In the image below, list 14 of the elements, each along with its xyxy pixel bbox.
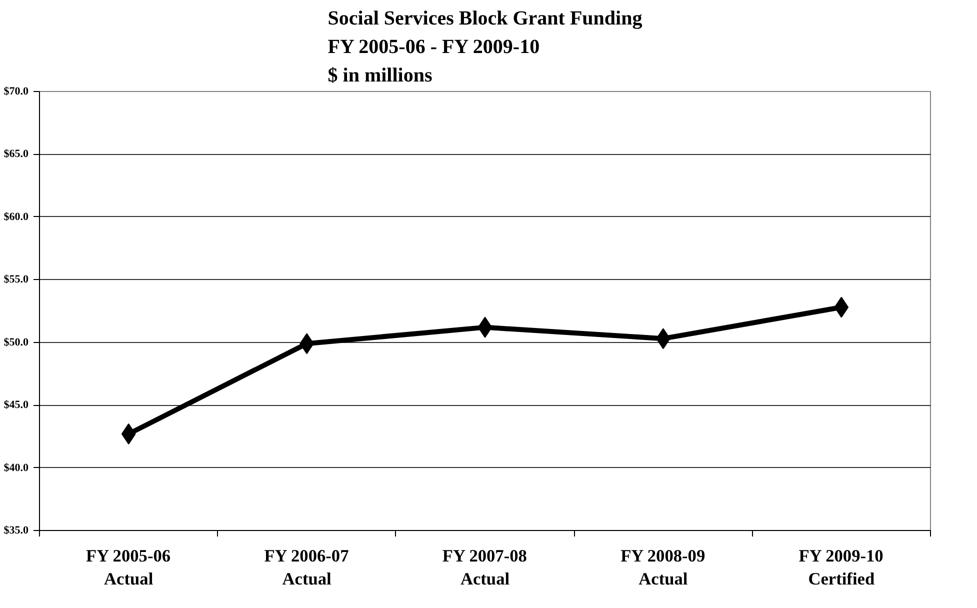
y-tick-label: $65.0 xyxy=(4,148,29,160)
y-tick-label: $70.0 xyxy=(4,86,29,98)
x-tick-label: FY 2009-10 Certified xyxy=(798,546,884,588)
y-tick-label: $45.0 xyxy=(4,399,29,412)
y-tick-label: $50.0 xyxy=(4,336,29,348)
y-tick-label: $60.0 xyxy=(4,210,29,223)
y-tick-label: $55.0 xyxy=(4,274,29,286)
x-tick-label: FY 2006-07 Actual xyxy=(264,546,350,588)
y-tick-label: $35.0 xyxy=(4,524,29,536)
x-tick-label: FY 2008-09 Actual xyxy=(620,546,706,588)
chart-title: Social Services Block Grant Funding FY 2005-06 - FY 2009-10 $ in millions xyxy=(328,7,642,86)
x-tick-label: FY 2005-06 Actual xyxy=(86,546,171,588)
y-tick-label: $40.0 xyxy=(4,462,29,474)
x-tick-label: FY 2007-08 Actual xyxy=(442,546,528,588)
